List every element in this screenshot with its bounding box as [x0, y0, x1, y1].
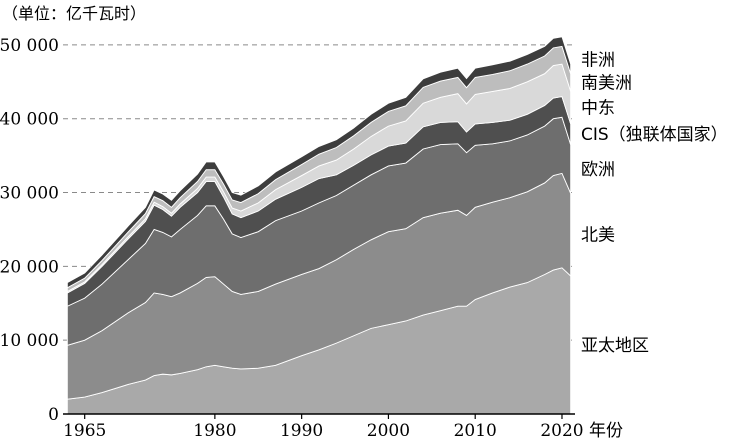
x-axis-title: 年份 [589, 421, 623, 440]
y-tick-label-10000: 10 000 [0, 331, 59, 351]
x-tick-label-2010: 2010 [454, 421, 497, 440]
y-tick-label-20000: 20 000 [0, 257, 59, 277]
series-label-1: 北美 [581, 226, 615, 246]
unit-label: （单位：亿千瓦时） [2, 4, 146, 23]
y-tick-label-30000: 30 000 [0, 184, 59, 204]
y-tick-labels: 0 10 000 20 000 30 000 40 000 50 000 [0, 36, 59, 425]
y-tick-label-0: 0 [48, 405, 59, 425]
series-label-5: 南美洲 [581, 74, 632, 94]
x-tick-label-1990: 1990 [280, 421, 323, 440]
y-tick-label-40000: 40 000 [0, 110, 59, 130]
x-tick-label-2020: 2020 [540, 421, 583, 440]
series-labels: 亚太地区 北美 欧洲 CIS（独联体国家） 中东 南美洲 非洲 [581, 51, 728, 356]
y-tick-label-50000: 50 000 [0, 36, 59, 56]
axes [63, 413, 575, 419]
x-tick-label-1980: 1980 [193, 421, 236, 440]
series-label-0: 亚太地区 [581, 336, 649, 356]
series-label-4: 中东 [581, 99, 615, 119]
x-tick-label-1965: 1965 [63, 421, 106, 440]
series-label-3: CIS（独联体国家） [581, 125, 728, 145]
area-series-6 [66, 36, 572, 289]
x-tick-label-2000: 2000 [367, 421, 410, 440]
series-label-2: 欧洲 [581, 160, 615, 180]
x-tick-labels: 1965 1980 1990 2000 2010 2020 [63, 421, 584, 440]
stacked-areas [66, 36, 572, 415]
series-label-6: 非洲 [581, 51, 615, 71]
